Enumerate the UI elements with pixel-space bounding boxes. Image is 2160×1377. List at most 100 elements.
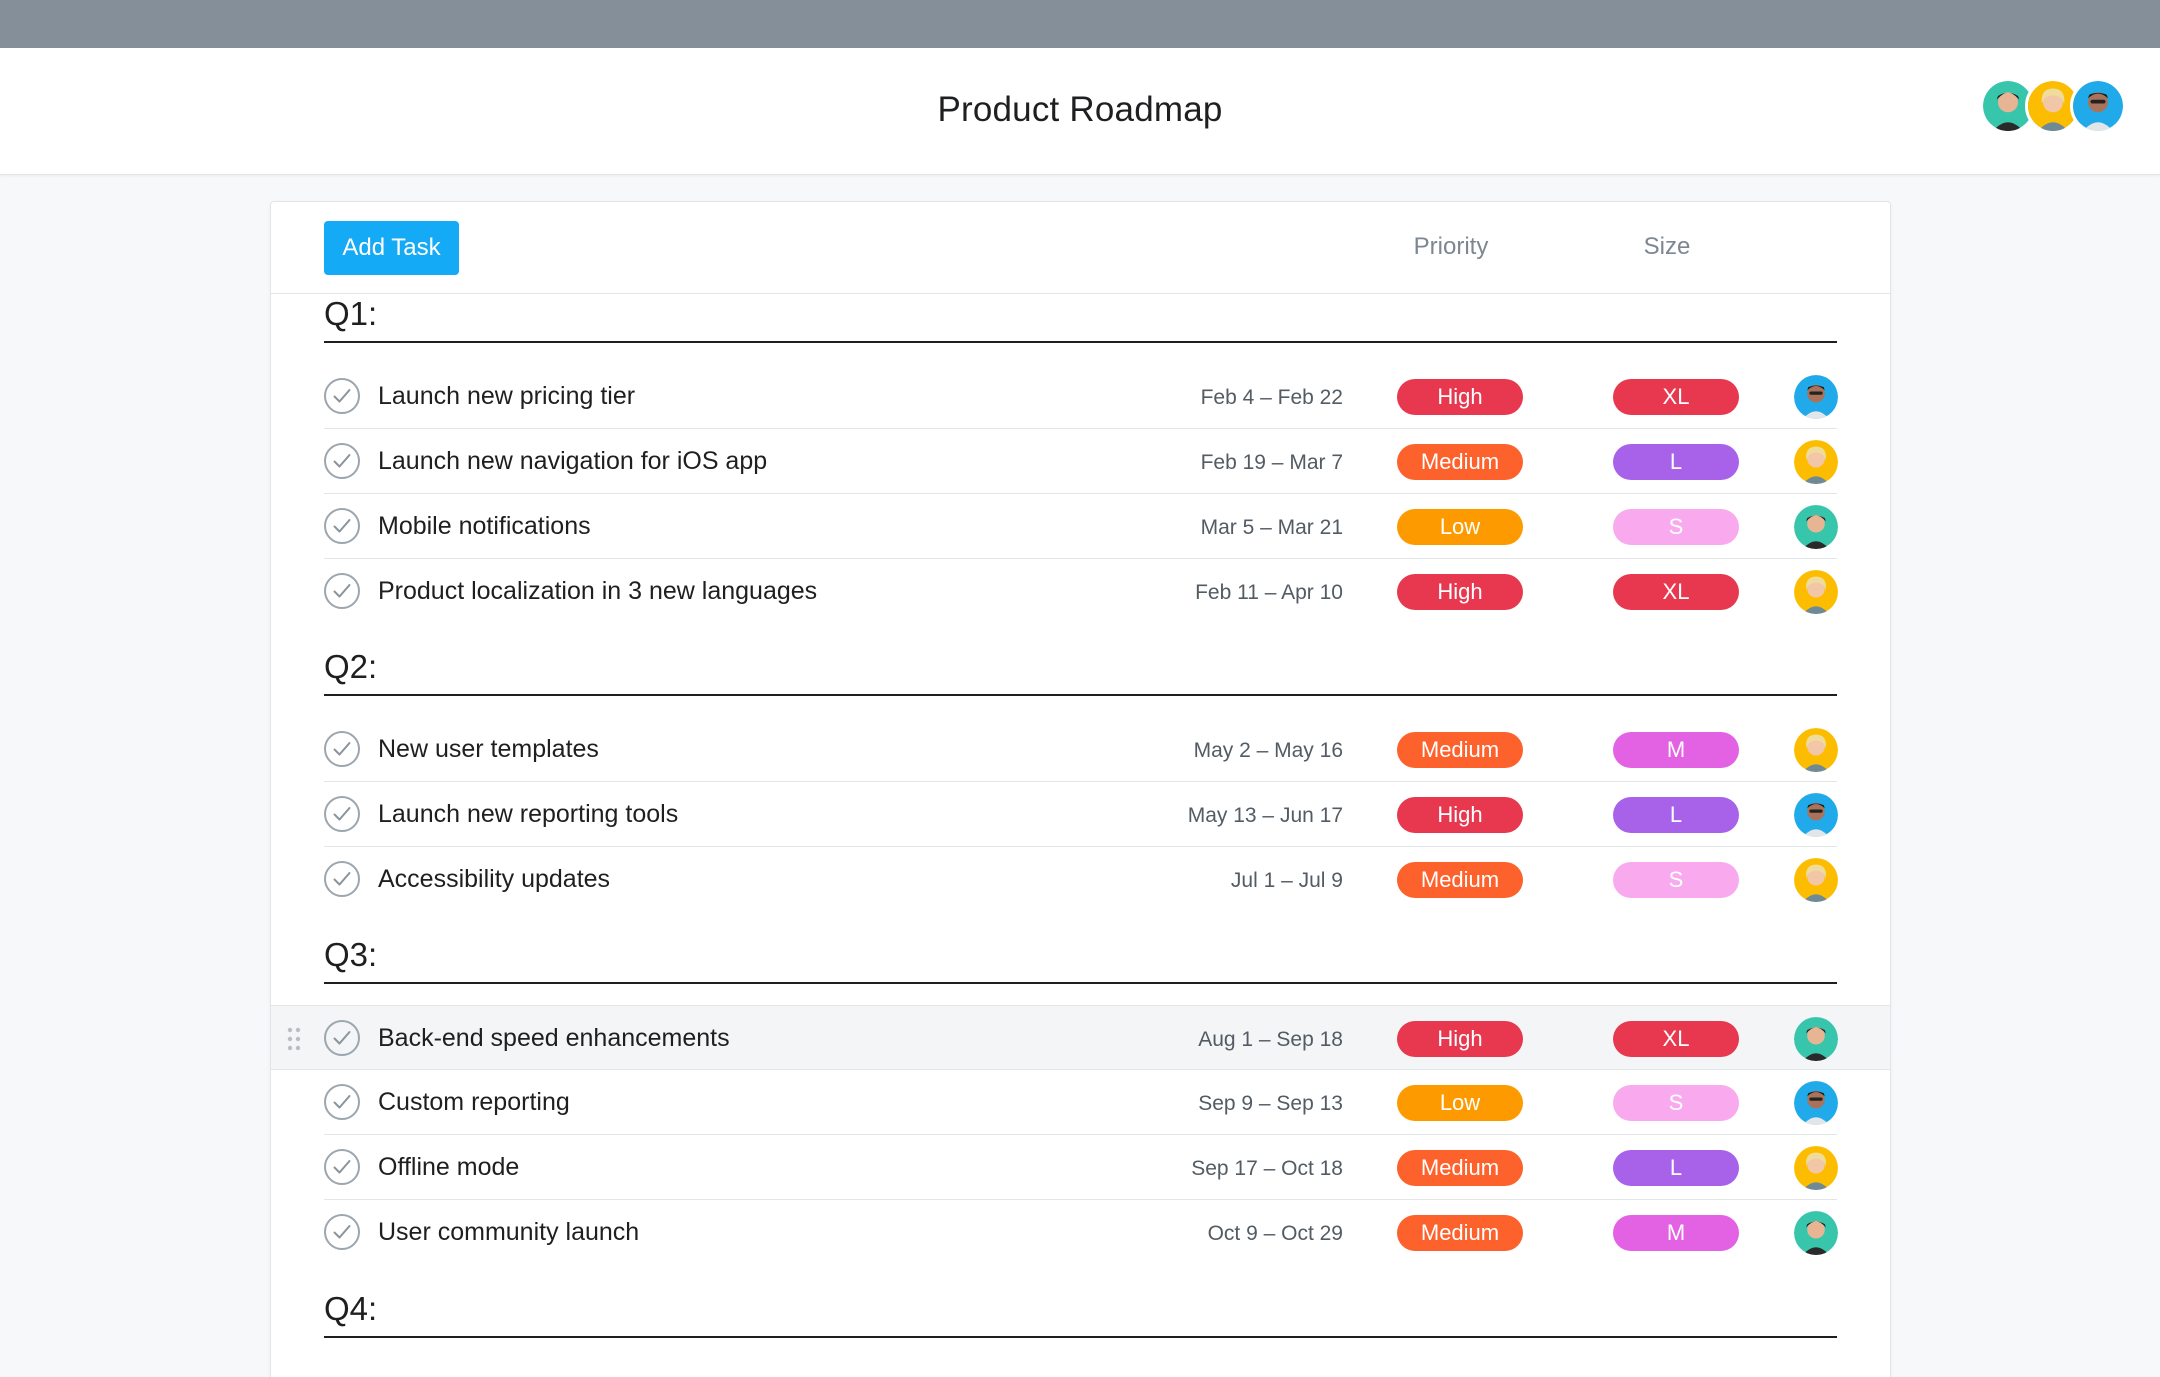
task-row[interactable]: User community launch Oct 9 – Oct 29 Mediu… [324,1200,1838,1265]
task-row-content: User community launch Oct 9 – Oct 29 Mediu… [324,1200,1838,1265]
assignee-avatar[interactable] [1794,728,1838,772]
task-row-content: Mobile notifications Mar 5 – Mar 21 Low S [324,494,1838,558]
priority-badge[interactable]: High [1397,574,1523,610]
task-dates[interactable]: May 13 – Jun 17 [1187,804,1343,827]
size-badge[interactable]: S [1613,509,1739,545]
size-column-header: Size [1643,233,1691,260]
complete-checkbox[interactable] [324,1020,360,1056]
task-dates[interactable]: Sep 17 – Oct 18 [1191,1157,1343,1180]
task-row-content: Launch new pricing tier Feb 4 – Feb 22 Hig… [324,364,1838,428]
task-row[interactable]: New user templates May 2 – May 16 Medium M [324,717,1838,782]
team-avatars[interactable] [1980,78,2126,136]
task-name[interactable]: Back-end speed enhancements [378,1024,730,1052]
priority-badge[interactable]: Low [1397,1085,1523,1121]
page-title: Product Roadmap [937,90,1223,129]
task-row-content: Custom reporting Sep 9 – Sep 13 Low S [324,1070,1838,1134]
assignee-avatar[interactable] [1794,1211,1838,1255]
avatar[interactable] [2070,78,2126,134]
priority-badge[interactable]: Medium [1397,1215,1523,1251]
task-row-content: Back-end speed enhancements Aug 1 – Sep 1… [287,1006,1838,1069]
priority-badge[interactable]: Medium [1397,1150,1523,1186]
task-dates[interactable]: Feb 19 – Mar 7 [1200,451,1343,474]
size-badge[interactable]: XL [1613,1021,1739,1057]
assignee-avatar[interactable] [1794,1081,1838,1125]
complete-checkbox[interactable] [324,796,360,832]
avatar[interactable] [1980,78,2036,134]
size-badge[interactable]: L [1613,797,1739,833]
task-name[interactable]: Launch new navigation for iOS app [378,447,768,475]
task-dates[interactable]: Oct 9 – Oct 29 [1207,1222,1343,1245]
complete-checkbox[interactable] [324,573,360,609]
task-row[interactable]: Launch new navigation for iOS app Feb 19 … [324,429,1838,494]
task-name[interactable]: Offline mode [378,1153,520,1181]
complete-checkbox[interactable] [324,1214,360,1250]
size-badge[interactable]: XL [1613,379,1739,415]
size-badge[interactable]: S [1613,862,1739,898]
task-dates[interactable]: May 2 – May 16 [1193,739,1343,762]
task-dates[interactable]: Mar 5 – Mar 21 [1200,516,1343,539]
section-title: Q4: [324,1282,1837,1338]
size-badge[interactable]: L [1613,444,1739,480]
task-name[interactable]: Mobile notifications [378,512,591,540]
task-row[interactable]: Product localization in 3 new languages F… [324,559,1838,624]
assignee-avatar[interactable] [1794,858,1838,902]
task-row[interactable]: Custom reporting Sep 9 – Sep 13 Low S [324,1070,1838,1135]
priority-badge[interactable]: High [1397,379,1523,415]
task-name[interactable]: Launch new reporting tools [378,800,679,828]
task-row[interactable]: Back-end speed enhancements Aug 1 – Sep 1… [271,1005,1890,1070]
task-dates[interactable]: Feb 4 – Feb 22 [1200,386,1343,409]
task-row-content: Launch new navigation for iOS app Feb 19 … [324,429,1838,493]
size-badge[interactable]: M [1613,1215,1739,1251]
task-row-content: Product localization in 3 new languages F… [324,559,1838,624]
assignee-avatar[interactable] [1794,375,1838,419]
assignee-avatar[interactable] [1794,793,1838,837]
task-name[interactable]: Product localization in 3 new languages [378,577,818,605]
size-badge[interactable]: M [1613,732,1739,768]
task-name[interactable]: User community launch [378,1218,640,1246]
priority-badge[interactable]: Low [1397,509,1523,545]
size-badge[interactable]: S [1613,1085,1739,1121]
complete-checkbox[interactable] [324,378,360,414]
task-name[interactable]: Accessibility updates [378,865,611,893]
size-badge[interactable]: XL [1613,574,1739,610]
assignee-avatar[interactable] [1794,1017,1838,1061]
section-title: Q3: [324,928,1837,984]
task-row[interactable]: Accessibility updates Jul 1 – Jul 9 Medium… [324,847,1838,912]
complete-checkbox[interactable] [324,1084,360,1120]
assignee-avatar[interactable] [1794,505,1838,549]
task-list-card: Add Task Priority Size Q1: Launch new pri… [270,201,1891,1377]
assignee-avatar[interactable] [1794,570,1838,614]
task-row[interactable]: Launch new reporting tools May 13 – Jun 1… [324,782,1838,847]
priority-badge[interactable]: Medium [1397,444,1523,480]
priority-badge[interactable]: Medium [1397,732,1523,768]
task-row[interactable]: Offline mode Sep 17 – Oct 18 Medium L [324,1135,1838,1200]
complete-checkbox[interactable] [324,508,360,544]
drag-handle-icon[interactable] [286,1026,302,1052]
task-dates[interactable]: Aug 1 – Sep 18 [1198,1028,1343,1051]
task-row[interactable]: Launch new pricing tier Feb 4 – Feb 22 Hig… [324,364,1838,429]
task-dates[interactable]: Jul 1 – Jul 9 [1230,869,1343,892]
add-task-button[interactable]: Add Task [324,221,459,275]
priority-badge[interactable]: Medium [1397,862,1523,898]
priority-badge[interactable]: High [1397,797,1523,833]
complete-checkbox[interactable] [324,731,360,767]
assignee-avatar[interactable] [1794,1146,1838,1190]
size-badge[interactable]: L [1613,1150,1739,1186]
task-name[interactable]: Custom reporting [378,1088,570,1116]
complete-checkbox[interactable] [324,861,360,897]
task-row-content: New user templates May 2 – May 16 Medium M [324,717,1838,781]
avatar[interactable] [2025,78,2081,134]
complete-checkbox[interactable] [324,443,360,479]
task-row-content: Offline mode Sep 17 – Oct 18 Medium L [324,1135,1838,1199]
task-dates[interactable]: Sep 9 – Sep 13 [1198,1092,1343,1115]
task-row[interactable]: Mobile notifications Mar 5 – Mar 21 Low S [324,494,1838,559]
top-bar [0,0,2160,48]
complete-checkbox[interactable] [324,1149,360,1185]
assignee-avatar[interactable] [1794,440,1838,484]
task-row-content: Accessibility updates Jul 1 – Jul 9 Medium… [324,847,1838,912]
task-row-content: Launch new reporting tools May 13 – Jun 1… [324,782,1838,846]
task-dates[interactable]: Feb 11 – Apr 10 [1195,581,1343,604]
task-name[interactable]: New user templates [378,735,599,763]
task-name[interactable]: Launch new pricing tier [378,382,636,410]
priority-badge[interactable]: High [1397,1021,1523,1057]
